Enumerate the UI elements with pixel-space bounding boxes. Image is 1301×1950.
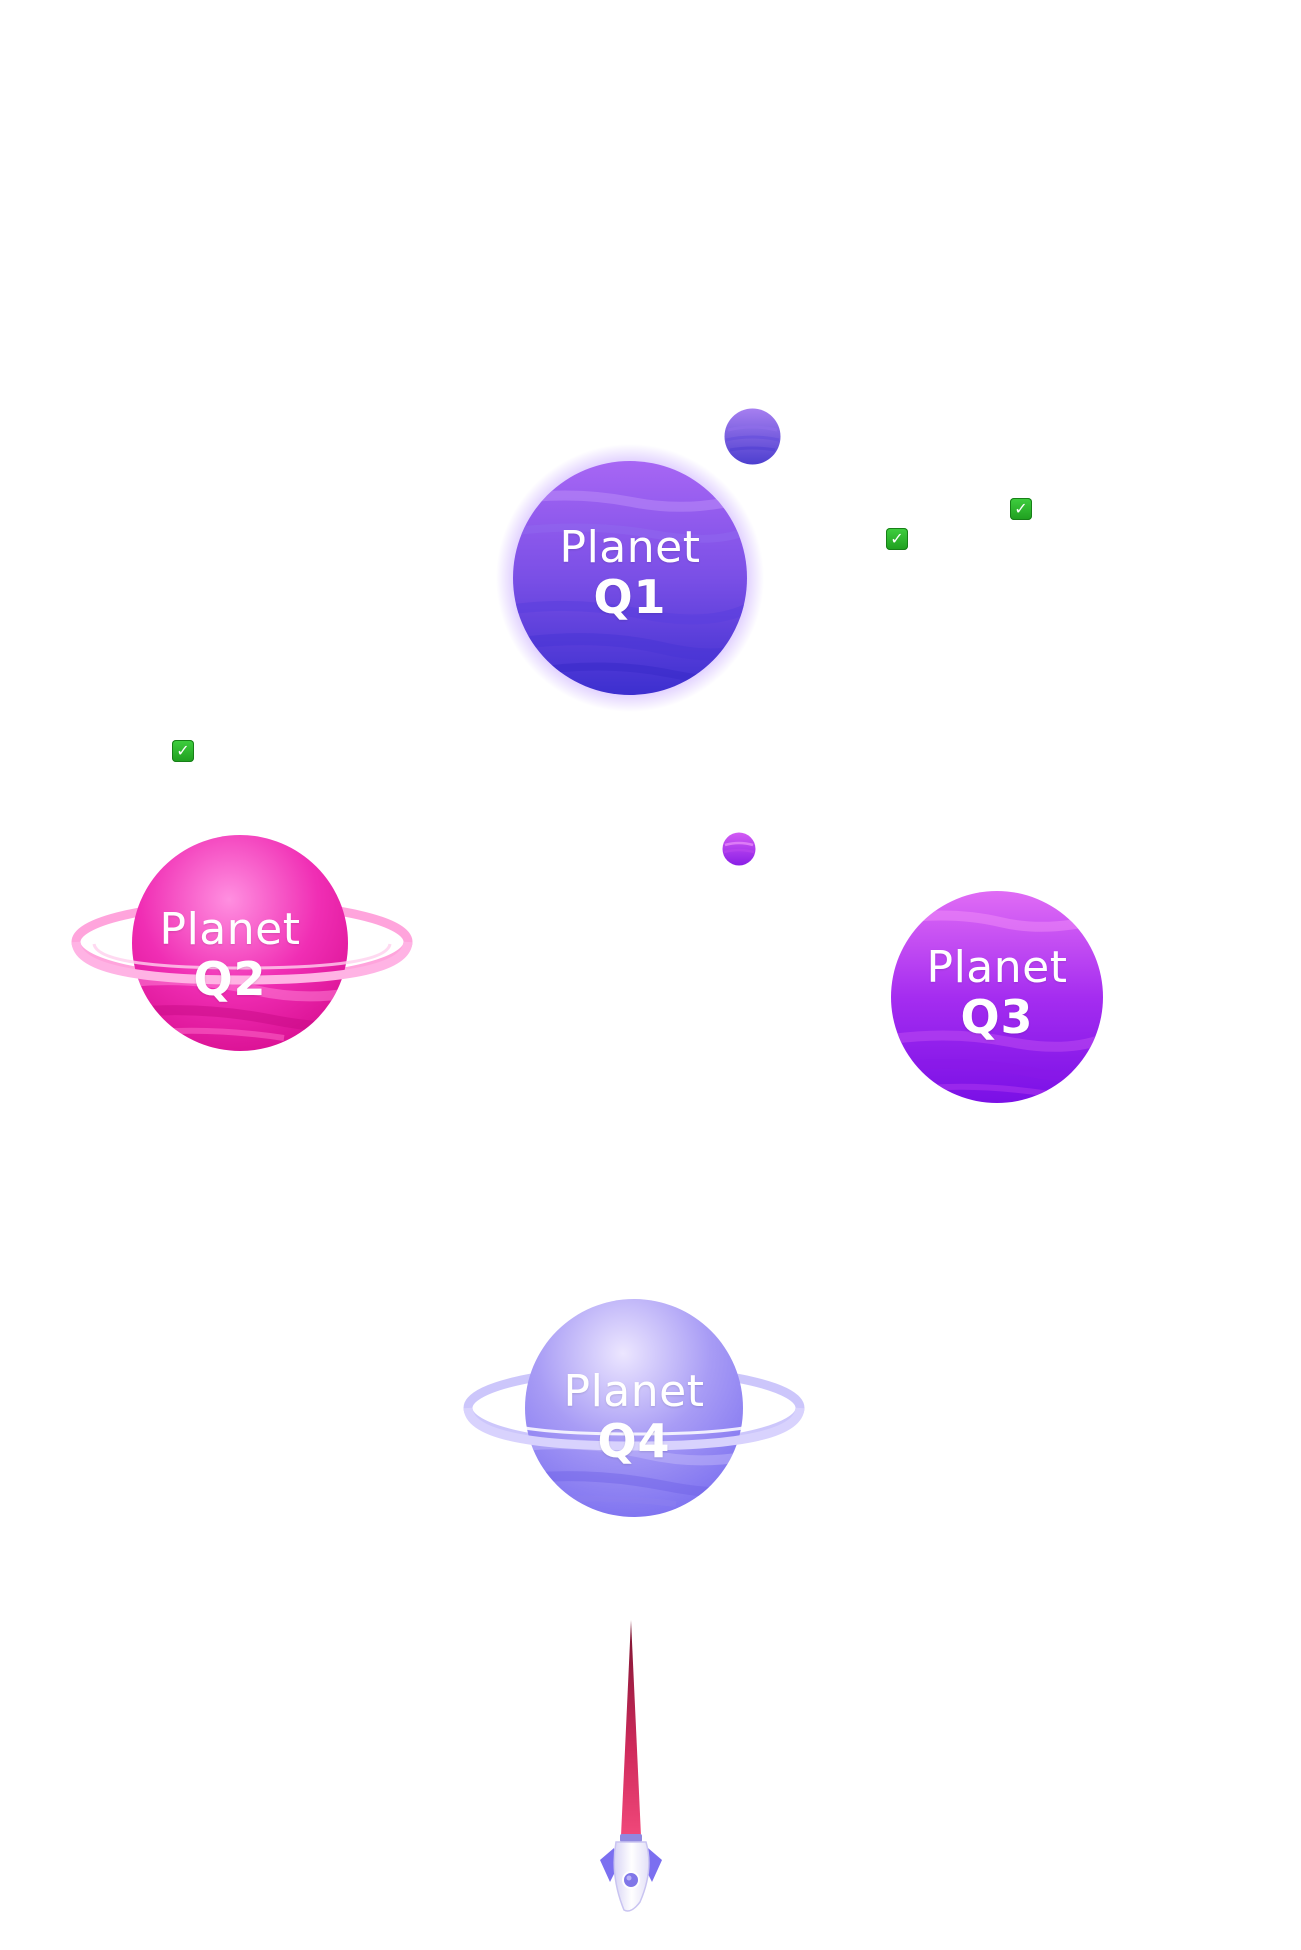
planet-label-word: Planet bbox=[159, 904, 301, 955]
checkmark-icon: ✓ bbox=[172, 740, 194, 762]
planet-label-code: Q4 bbox=[597, 1414, 671, 1468]
planet-q4[interactable]: Planet Q4 bbox=[463, 1298, 805, 1518]
planet-label-word: Planet bbox=[926, 942, 1068, 993]
planet-q3[interactable]: Planet Q3 bbox=[890, 890, 1104, 1104]
moon-large bbox=[724, 408, 781, 465]
planet-q2[interactable]: Planet Q2 bbox=[71, 834, 413, 1052]
planet-label-code: Q2 bbox=[193, 952, 267, 1006]
planet-label-word: Planet bbox=[559, 522, 701, 573]
moon-small bbox=[722, 832, 756, 866]
planet-q1[interactable]: Planet Q1 bbox=[496, 444, 764, 712]
checkmark-icon: ✓ bbox=[1010, 498, 1032, 520]
planet-label-code: Q3 bbox=[960, 990, 1034, 1044]
planet-label-code: Q1 bbox=[593, 570, 667, 624]
planet-label-word: Planet bbox=[563, 1366, 705, 1417]
checkmark-icon: ✓ bbox=[886, 528, 908, 550]
rocket-icon bbox=[596, 1620, 666, 1916]
